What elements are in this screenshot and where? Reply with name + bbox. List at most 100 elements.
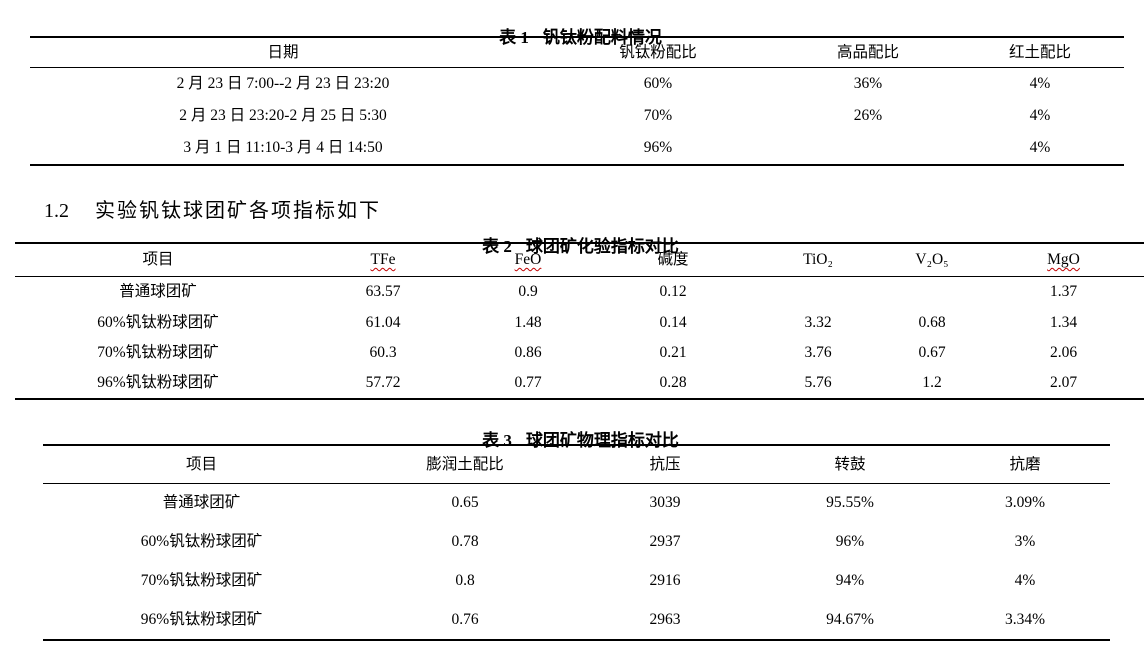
table-cell: 0.28: [659, 374, 687, 392]
table3-body: 普通球团矿 0.65 3039 95.55% 3.09% 60%钒钛粉球团矿 0…: [43, 483, 1110, 640]
table-row: 3 月 1 日 11:10-3 月 4 日 14:50 96% 4%: [30, 132, 1124, 165]
table-cell: [755, 276, 881, 307]
table3-header-row: 项目 膨润土配比 抗压 转鼓 抗磨: [43, 445, 1110, 483]
table-cell: 0.8: [455, 572, 475, 590]
table2-body: 普通球团矿 63.57 0.9 0.12 1.37 60%钒钛粉球团矿 61.0…: [15, 276, 1144, 399]
column-header-tumble-index: 转鼓: [834, 455, 866, 473]
table-cell: 3.76: [804, 344, 832, 362]
table-cell: 2937: [649, 533, 681, 551]
table-cell: 60%钒钛粉球团矿: [97, 313, 219, 331]
table-row: 96%钒钛粉球团矿 0.76 2963 94.67% 3.34%: [43, 601, 1110, 640]
column-header-vti-powder-ratio: 钒钛粉配比: [619, 43, 697, 61]
table-cell: 2 月 23 日 7:00--2 月 23 日 23:20: [176, 75, 390, 93]
table-cell: 57.72: [365, 374, 401, 392]
table-cell: 4%: [1029, 107, 1051, 125]
table2-header-row: 项目 TFe FeO 碱度 TiO₂ V₂O₅ MgO: [15, 243, 1144, 276]
table-cell: 96%钒钛粉球团矿: [140, 611, 263, 629]
table-row: 60%钒钛粉球团矿 0.78 2937 96% 3%: [43, 522, 1110, 561]
table-cell: 1.37: [1049, 283, 1078, 301]
table-row: 项目 膨润土配比 抗压 转鼓 抗磨: [43, 445, 1110, 483]
table-cell: 3%: [1014, 533, 1036, 551]
table-cell: 95.55%: [826, 494, 874, 512]
column-header-tio2: TiO₂: [803, 251, 833, 269]
table-cell: 1.48: [514, 313, 542, 331]
table-cell: 96%: [835, 533, 865, 551]
table-row: 项目 TFe FeO 碱度 TiO₂ V₂O₅ MgO: [15, 243, 1144, 276]
table-cell: [780, 132, 956, 165]
table-cell: 0.68: [918, 313, 946, 331]
column-header-mgo: MgO: [1047, 251, 1080, 269]
column-header-bentonite-ratio: 膨润土配比: [426, 455, 504, 473]
table-row: 2 月 23 日 7:00--2 月 23 日 23:20 60% 36% 4%: [30, 67, 1124, 100]
table-cell: 26%: [853, 107, 883, 125]
table-row: 普通球团矿 0.65 3039 95.55% 3.09%: [43, 483, 1110, 522]
table1: 日期 钒钛粉配比 高品配比 红土配比 2 月 23 日 7:00--2 月 23…: [30, 36, 1124, 166]
table-cell: 61.04: [365, 313, 401, 331]
table-cell: 4%: [1029, 139, 1051, 157]
column-header-date: 日期: [267, 43, 299, 61]
table-cell: 2.07: [1049, 374, 1078, 392]
table-cell: 0.65: [451, 494, 479, 512]
table-cell: 63.57: [365, 283, 401, 301]
column-header-high-grade-ratio: 高品配比: [836, 43, 899, 61]
table-cell: 0.77: [514, 374, 542, 392]
section-number: 1.2: [44, 200, 69, 222]
column-header-item: 项目: [142, 251, 174, 269]
table-cell: 4%: [1014, 572, 1036, 590]
table-row: 60%钒钛粉球团矿 61.04 1.48 0.14 3.32 0.68 1.34: [15, 307, 1144, 338]
table-cell: 1.34: [1049, 313, 1078, 331]
table-cell: 0.67: [918, 344, 946, 362]
table-cell: [881, 276, 983, 307]
table-cell: 2.06: [1049, 344, 1078, 362]
table-cell: 4%: [1029, 75, 1051, 93]
table-row: 96%钒钛粉球团矿 57.72 0.77 0.28 5.76 1.2 2.07: [15, 368, 1144, 399]
table-cell: 3039: [649, 494, 681, 512]
table-cell: 0.76: [451, 611, 479, 629]
table-cell: 36%: [853, 75, 883, 93]
table-cell: 70%: [643, 107, 673, 125]
table-cell: 0.9: [518, 283, 538, 301]
table-cell: 3.32: [804, 313, 832, 331]
table-cell: 2916: [649, 572, 681, 590]
table-cell: 94%: [835, 572, 865, 590]
table-cell: 2 月 23 日 23:20-2 月 25 日 5:30: [179, 107, 387, 125]
table-row: 70%钒钛粉球团矿 0.8 2916 94% 4%: [43, 561, 1110, 600]
table-row: 普通球团矿 63.57 0.9 0.12 1.37: [15, 276, 1144, 307]
column-header-item: 项目: [185, 455, 217, 473]
table-cell: 0.86: [514, 344, 542, 362]
table-cell: 70%钒钛粉球团矿: [97, 344, 219, 362]
section-title-text: 实验钒钛球团矿各项指标如下: [95, 200, 381, 222]
table-cell: 0.78: [451, 533, 479, 551]
table-cell: 2963: [649, 611, 681, 629]
column-header-basicity: 碱度: [657, 251, 689, 269]
table-cell: 60%钒钛粉球团矿: [140, 533, 263, 551]
table2: 项目 TFe FeO 碱度 TiO₂ V₂O₅ MgO 普通球团矿 63.57 …: [15, 242, 1144, 400]
table-row: 日期 钒钛粉配比 高品配比 红土配比: [30, 37, 1124, 67]
table1-body: 2 月 23 日 7:00--2 月 23 日 23:20 60% 36% 4%…: [30, 67, 1124, 165]
table-cell: 70%钒钛粉球团矿: [140, 572, 263, 590]
table-cell: 普通球团矿: [119, 283, 197, 301]
table-cell: 1.2: [922, 374, 942, 392]
column-header-abrasion-resistance: 抗磨: [1009, 455, 1041, 473]
table-row: 70%钒钛粉球团矿 60.3 0.86 0.21 3.76 0.67 2.06: [15, 337, 1144, 368]
table-cell: 5.76: [804, 374, 832, 392]
table-cell: 3.09%: [1004, 494, 1046, 512]
table-row: 2 月 23 日 23:20-2 月 25 日 5:30 70% 26% 4%: [30, 100, 1124, 133]
table-cell: 3.34%: [1004, 611, 1046, 629]
table-cell: 96%: [643, 139, 673, 157]
column-header-feo: FeO: [514, 251, 542, 269]
table-cell: 0.12: [659, 283, 687, 301]
table-cell: 0.14: [659, 313, 687, 331]
table-cell: 3 月 1 日 11:10-3 月 4 日 14:50: [183, 139, 383, 157]
table-cell: 60%: [643, 75, 673, 93]
table-cell: 普通球团矿: [162, 494, 241, 512]
column-header-red-clay-ratio: 红土配比: [1008, 43, 1071, 61]
column-header-v2o5: V₂O₅: [915, 251, 949, 269]
table-cell: 96%钒钛粉球团矿: [97, 374, 219, 392]
table-cell: 0.21: [659, 344, 687, 362]
column-header-tfe: TFe: [370, 251, 396, 269]
table1-header-row: 日期 钒钛粉配比 高品配比 红土配比: [30, 37, 1124, 67]
table-cell: 60.3: [369, 344, 397, 362]
section-heading: 1.2 实验钒钛球团矿各项指标如下: [24, 172, 381, 250]
